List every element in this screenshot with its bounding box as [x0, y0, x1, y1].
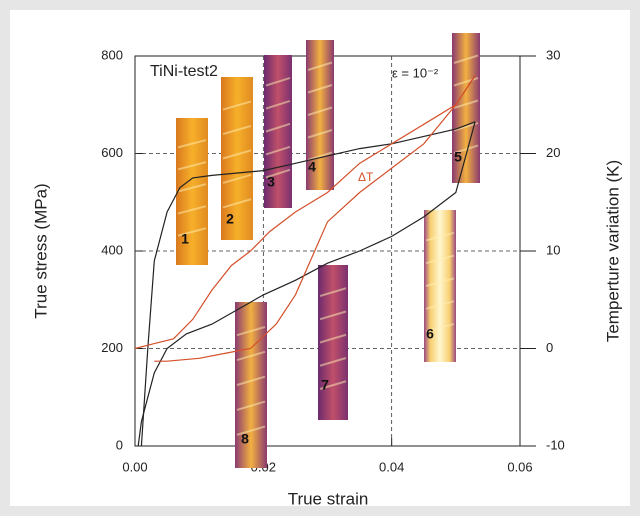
y-tick-label: 600 [101, 145, 123, 160]
y-tick-label: 400 [101, 242, 123, 257]
thermal-band [307, 84, 333, 94]
x-axis-label: True strain [288, 489, 369, 508]
image-label: 6 [426, 326, 434, 342]
thermal-band [425, 323, 455, 333]
thermal-band [319, 333, 347, 344]
image-label: 8 [241, 431, 249, 447]
thermal-band [319, 380, 347, 390]
thermal-band [222, 124, 252, 136]
image-label: 1 [181, 231, 189, 247]
thermal-band [177, 183, 207, 193]
thermal-band [425, 254, 455, 265]
series-line [137, 121, 476, 447]
thermal-band [236, 350, 266, 362]
thermal-band [307, 106, 333, 116]
annotation: ε = 10⁻² [392, 65, 439, 80]
thermal-band [222, 198, 252, 209]
thermal-band [177, 205, 207, 215]
y2-tick-label: 0 [546, 340, 553, 355]
y2-tick-label: 10 [546, 242, 560, 257]
chart-title: TiNi-test2 [150, 63, 218, 80]
thermal-band [425, 277, 455, 287]
image-label: 7 [321, 377, 329, 393]
thermal-band [453, 54, 479, 64]
y2-tick-label: -10 [546, 437, 565, 452]
thermal-band [265, 99, 291, 110]
series-line [134, 75, 476, 350]
thermal-band [236, 375, 266, 386]
image-label: 2 [226, 211, 234, 227]
thermal-band [222, 173, 252, 184]
series-line [140, 121, 476, 447]
series-line [154, 75, 476, 362]
y2-tick-label: 30 [546, 47, 560, 62]
thermal-band [307, 129, 333, 139]
image-label: 5 [454, 149, 462, 165]
thermal-band [307, 61, 333, 71]
thermal-band [236, 400, 266, 411]
thermal-band [177, 227, 207, 237]
thermal-band [453, 77, 479, 87]
y-axis-label: True stress (MPa) [31, 183, 50, 318]
thermal-band [453, 99, 479, 109]
y-tick-label: 0 [116, 437, 123, 452]
thermal-band [425, 300, 455, 310]
thermal-band [265, 168, 291, 179]
x-tick-label: 0.04 [379, 459, 404, 474]
thermal-band [222, 100, 252, 111]
thermal-band [265, 122, 291, 133]
thermal-band [319, 310, 347, 321]
thermal-band [319, 357, 347, 367]
thermal-band [425, 231, 455, 242]
y2-tick-label: 20 [546, 145, 560, 160]
thermal-band [236, 425, 266, 436]
thermal-band [236, 325, 266, 337]
thermal-band [453, 144, 479, 154]
y-tick-label: 200 [101, 340, 123, 355]
thermal-band [319, 287, 347, 297]
thermal-band [265, 145, 291, 156]
x-tick-label: 0.00 [122, 459, 147, 474]
image-label: 4 [308, 159, 316, 175]
x-tick-label: 0.06 [507, 459, 532, 474]
thermal-band [177, 161, 207, 171]
image-label: 3 [267, 174, 275, 190]
thermal-band [265, 76, 291, 87]
annotation: ΔT [358, 170, 374, 184]
thermal-band [222, 149, 252, 160]
thermal-band [307, 151, 333, 161]
y2-axis-label: Temperture variation (K) [603, 160, 622, 342]
thermal-band [177, 139, 207, 149]
y-tick-label: 800 [101, 47, 123, 62]
